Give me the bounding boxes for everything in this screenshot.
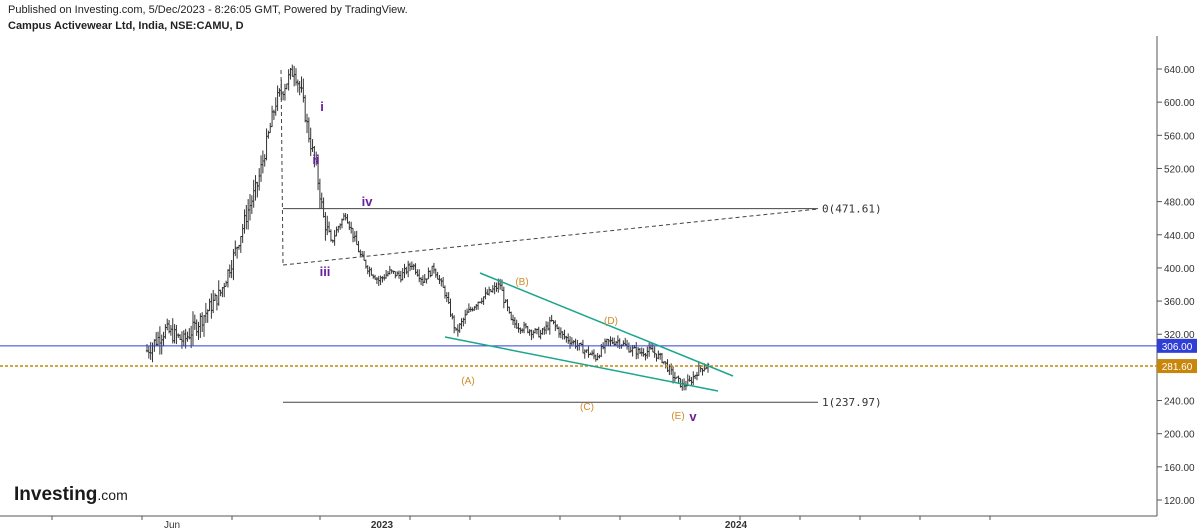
price-tag-bg [1157, 338, 1197, 353]
abcde-label: (B) [515, 277, 528, 288]
published-caption: Published on Investing.com, 5/Dec/2023 -… [8, 4, 408, 16]
y-tick-label: 240.00 [1164, 397, 1195, 408]
wave-label: v [689, 409, 697, 424]
y-tick-label: 440.00 [1164, 231, 1195, 242]
y-tick-label: 520.00 [1164, 164, 1195, 175]
wedge-upper-line [479, 272, 734, 377]
wave-label: iii [320, 264, 331, 279]
wave-label: ii [312, 152, 319, 167]
price-tag-label: 306.00 [1162, 342, 1193, 353]
fib-label-0: 0(471.61) [822, 203, 882, 216]
y-tick-label: 400.00 [1164, 264, 1195, 275]
investing-logo: Investing.com [14, 484, 128, 506]
y-tick-label: 120.00 [1164, 496, 1195, 507]
y-tick-label: 480.00 [1164, 198, 1195, 209]
y-tick-label: 560.00 [1164, 131, 1195, 142]
wedge-lower-line [444, 336, 719, 392]
y-tick-label: 640.00 [1164, 65, 1195, 76]
logo-suffix: .com [97, 487, 128, 503]
y-tick-label: 600.00 [1164, 98, 1195, 109]
price-tag-label: 281.60 [1162, 362, 1193, 373]
abcde-label: (C) [580, 402, 594, 413]
y-tick-label: 160.00 [1164, 463, 1195, 474]
logo-text: Investing [14, 484, 98, 505]
wave-label: i [320, 99, 324, 114]
symbol-title: Campus Activewear Ltd, India, NSE:CAMU, … [8, 20, 244, 32]
price-tag-bg [1157, 359, 1197, 374]
x-tick-label: 2023 [371, 520, 394, 531]
abcde-label: (D) [604, 316, 618, 327]
y-tick-label: 360.00 [1164, 297, 1195, 308]
x-tick-label: Jun [164, 520, 180, 531]
wave-label: iv [362, 194, 374, 209]
y-tick-label: 200.00 [1164, 430, 1195, 441]
abcde-label: (A) [461, 376, 474, 387]
y-tick-label: 320.00 [1164, 330, 1195, 341]
fib-dashed-diagonal [282, 208, 819, 266]
x-tick-label: 2024 [725, 520, 748, 531]
fib-label-1: 1(237.97) [822, 396, 882, 409]
fib-dashed-vertical [280, 69, 284, 266]
abcde-label: (E) [671, 411, 684, 422]
